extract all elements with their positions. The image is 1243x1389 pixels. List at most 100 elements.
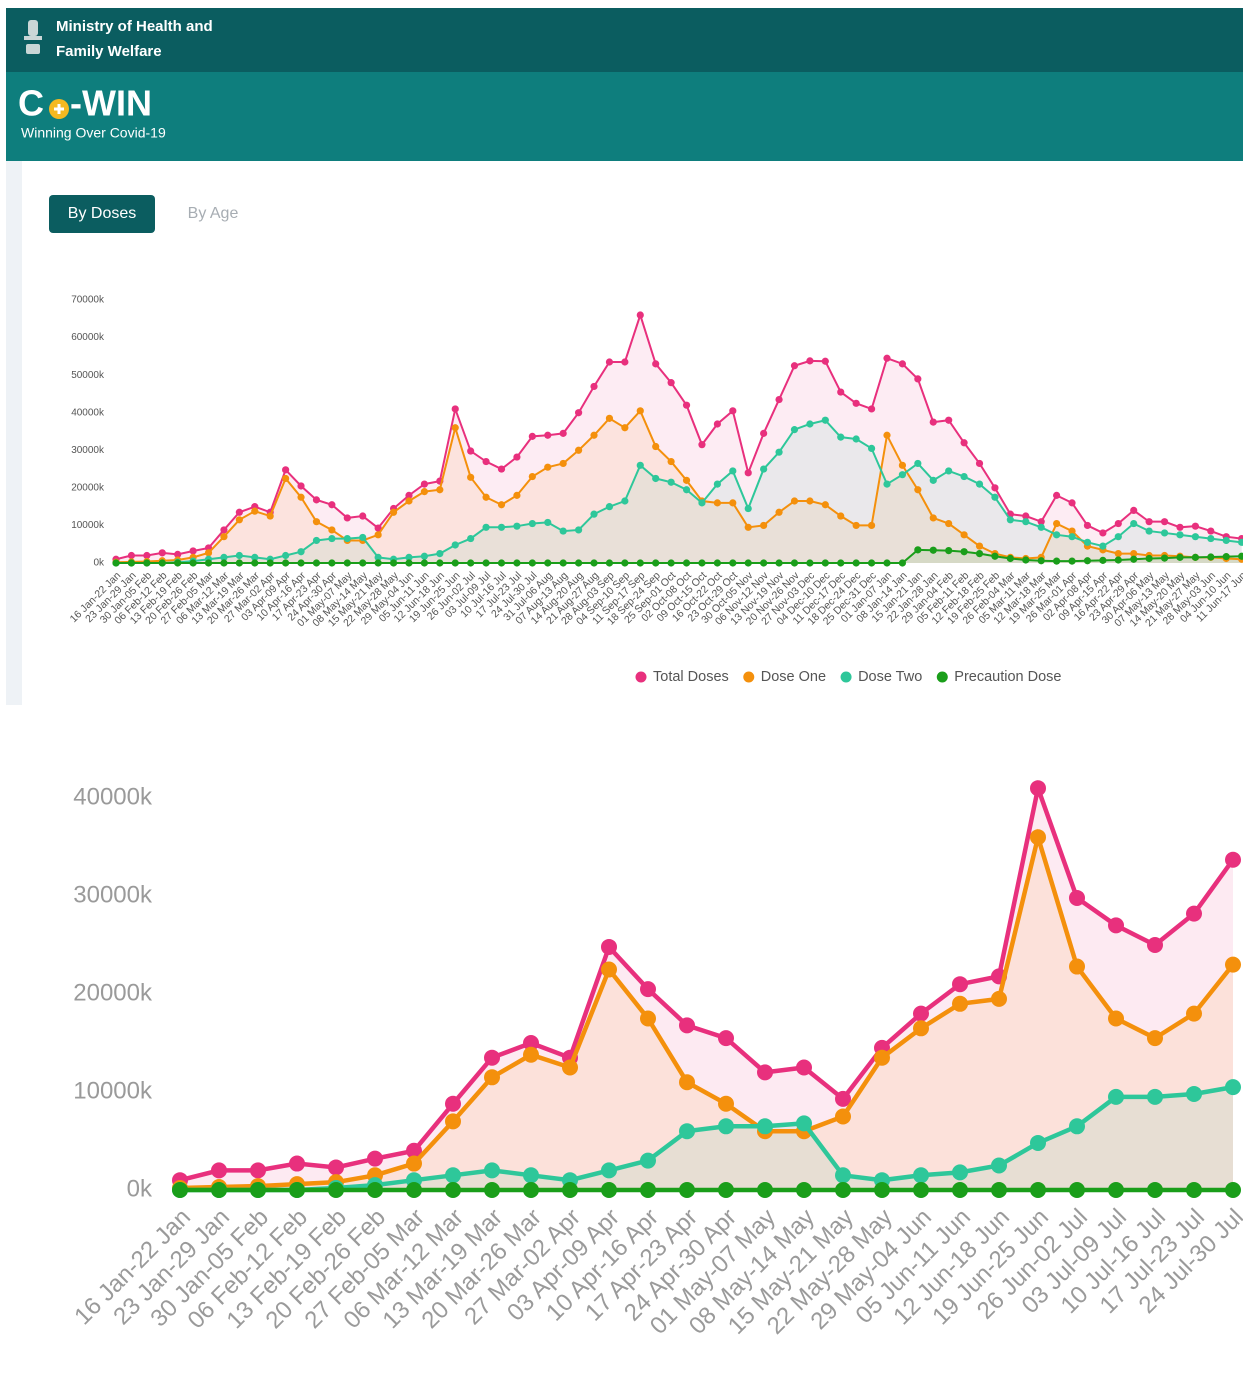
data-point — [251, 553, 259, 561]
data-point — [328, 501, 336, 509]
data-point — [484, 1069, 500, 1086]
tab-active[interactable] — [49, 195, 155, 233]
data-point — [204, 559, 213, 567]
data-point — [1186, 1182, 1202, 1198]
data-point — [405, 553, 413, 561]
data-point — [1114, 533, 1122, 541]
data-point — [744, 559, 752, 567]
data-point — [991, 1157, 1007, 1174]
data-point — [220, 533, 228, 541]
data-point — [528, 472, 536, 481]
data-point — [1037, 518, 1045, 526]
data-point — [1069, 889, 1085, 906]
data-point — [1099, 529, 1107, 537]
data-point — [806, 559, 814, 567]
data-point — [601, 961, 617, 978]
data-point — [867, 559, 876, 567]
data-point — [991, 552, 999, 560]
data-point — [713, 480, 721, 488]
area-fill — [116, 420, 1242, 563]
data-point — [621, 559, 629, 567]
data-point — [960, 439, 968, 447]
data-point — [744, 469, 752, 477]
data-point — [389, 508, 398, 516]
data-point — [1186, 1085, 1202, 1102]
data-point — [914, 459, 922, 468]
data-point — [806, 357, 814, 365]
data-point — [601, 1162, 617, 1179]
data-point — [251, 507, 259, 515]
data-point — [1083, 557, 1092, 565]
data-point — [991, 990, 1007, 1007]
data-point — [718, 1030, 734, 1047]
data-point — [601, 1182, 617, 1198]
data-point — [929, 546, 937, 554]
data-point — [898, 559, 907, 567]
data-point — [467, 559, 475, 567]
data-point — [359, 559, 367, 567]
data-point — [359, 533, 367, 542]
tab-label[interactable]: By Age — [188, 205, 239, 222]
data-point — [575, 446, 583, 454]
data-point — [821, 501, 829, 509]
ministry-line: Family Welfare — [56, 43, 162, 60]
data-point — [467, 534, 475, 543]
data-point — [328, 1159, 344, 1176]
data-point — [1130, 555, 1138, 563]
data-point — [1108, 917, 1124, 934]
data-point — [559, 459, 567, 468]
data-point — [1225, 851, 1241, 868]
data-point — [1099, 542, 1107, 550]
data-point — [1069, 1118, 1085, 1135]
data-point — [991, 493, 999, 501]
data-point — [652, 474, 660, 483]
data-point — [250, 1182, 266, 1198]
data-point — [729, 499, 737, 507]
data-point — [559, 527, 567, 535]
data-point — [590, 510, 598, 518]
data-point — [790, 559, 799, 567]
data-point — [1030, 1134, 1046, 1151]
data-point — [445, 1182, 461, 1198]
y-tick-label: 0k — [127, 1175, 153, 1202]
data-point — [513, 491, 521, 499]
data-point — [359, 512, 367, 520]
data-point — [652, 442, 660, 451]
data-point — [729, 467, 737, 475]
data-point — [1147, 1030, 1163, 1047]
data-point — [158, 549, 166, 557]
data-point — [189, 559, 197, 567]
data-point — [1145, 527, 1153, 535]
data-point — [575, 409, 583, 417]
data-point — [211, 1162, 227, 1179]
data-point — [405, 491, 413, 499]
data-point — [251, 559, 259, 567]
data-point — [898, 461, 907, 469]
data-point — [960, 548, 968, 556]
data-point — [367, 1150, 383, 1167]
data-point — [343, 534, 351, 543]
data-point — [679, 1182, 695, 1198]
data-point — [1022, 512, 1030, 520]
data-point — [312, 536, 321, 545]
data-point — [174, 559, 182, 567]
data-point — [667, 379, 675, 387]
data-point — [1069, 958, 1085, 975]
y-tick-label: 70000k — [71, 295, 105, 306]
tab-label[interactable]: By Doses — [68, 205, 136, 222]
data-point — [790, 362, 799, 370]
data-point — [1022, 518, 1030, 526]
data-point — [436, 550, 444, 558]
legend-label: Precaution Dose — [954, 669, 1061, 685]
data-point — [1186, 905, 1202, 922]
data-point — [682, 486, 691, 494]
data-point — [898, 360, 907, 368]
data-point — [652, 360, 660, 368]
data-point — [523, 1182, 539, 1198]
data-point — [682, 559, 691, 567]
series-line — [115, 409, 1242, 564]
data-point — [575, 559, 583, 567]
data-point — [1030, 780, 1046, 797]
data-point — [867, 521, 876, 530]
y-tick-label: 50000k — [71, 370, 105, 381]
